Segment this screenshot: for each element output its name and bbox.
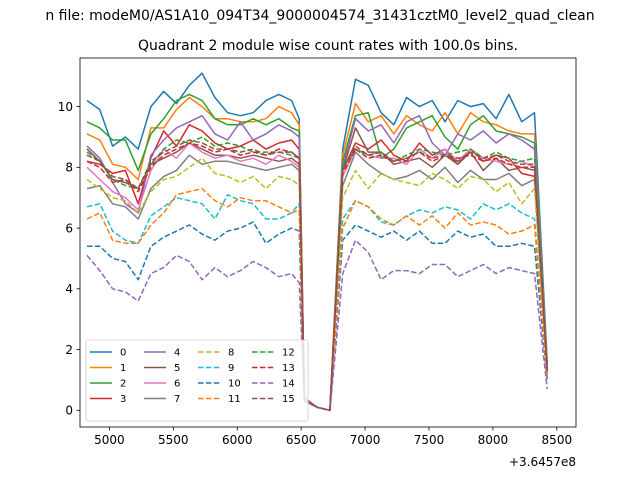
y-tick-label: 8 [65,161,73,175]
legend-label: 13 [282,363,295,374]
legend-entry-1: 1 [90,363,126,374]
x-tick-label: 5000 [94,433,125,447]
legend-label: 3 [120,394,126,405]
x-tick-label: 6000 [222,433,253,447]
legend-entry-9: 9 [198,363,234,374]
x-tick-label: 7000 [350,433,381,447]
legend-entry-8: 8 [198,348,234,359]
legend-entry-0: 0 [90,348,126,359]
legend-entry-13: 13 [252,363,295,374]
legend-entry-6: 6 [144,379,180,390]
series-line-8 [86,157,548,412]
legend-label: 2 [120,379,126,390]
legend-label: 0 [120,348,126,359]
series-line-14 [86,239,548,412]
legend-entry-15: 15 [252,394,295,405]
legend-label: 8 [228,348,234,359]
legend-label: 9 [228,363,234,374]
legend-label: 15 [282,394,295,405]
y-tick-label: 6 [65,221,73,235]
x-tick-label: 6500 [286,433,317,447]
legend-box [85,339,309,422]
legend-label: 6 [174,379,180,390]
legend-entry-11: 11 [198,394,241,405]
legend-label: 1 [120,363,126,374]
legend-entry-14: 14 [252,379,295,390]
plot-area [86,72,548,412]
legend-label: 7 [174,394,180,405]
legend-entry-5: 5 [144,363,180,374]
y-tick-label: 0 [65,404,73,418]
legend-label: 14 [282,379,295,390]
x-offset-label: +3.6457e8 [509,455,576,469]
legend-entry-2: 2 [90,379,126,390]
legend-entry-12: 12 [252,348,295,359]
legend-entry-10: 10 [198,379,241,390]
legend-entry-3: 3 [90,394,126,405]
legend-entry-4: 4 [144,348,180,359]
axes-title: Quadrant 2 module wise count rates with … [138,38,518,54]
x-tick-label: 5500 [158,433,189,447]
y-tick-label: 2 [65,343,73,357]
legend-label: 4 [174,348,180,359]
figure-suptitle: n file: modeM0/AS1A10_094T34_9000004574_… [45,8,594,24]
legend-entry-7: 7 [144,394,180,405]
series-line-13 [86,142,548,412]
y-axis: 0 2 4 6 8 10 [58,100,80,418]
x-tick-label: 7500 [414,433,445,447]
y-tick-label: 4 [65,282,73,296]
legend-label: 10 [228,379,241,390]
series-line-15 [86,139,548,412]
legend-label: 11 [228,394,241,405]
axes-frame [79,57,577,428]
x-tick-label: 8500 [542,433,573,447]
legend-label: 5 [174,363,180,374]
x-tick-label: 8000 [478,433,509,447]
y-tick-label: 10 [58,100,73,114]
x-axis: 5000 5500 6000 6500 7000 7500 8000 8500 [94,427,572,447]
legend-label: 12 [282,348,295,359]
